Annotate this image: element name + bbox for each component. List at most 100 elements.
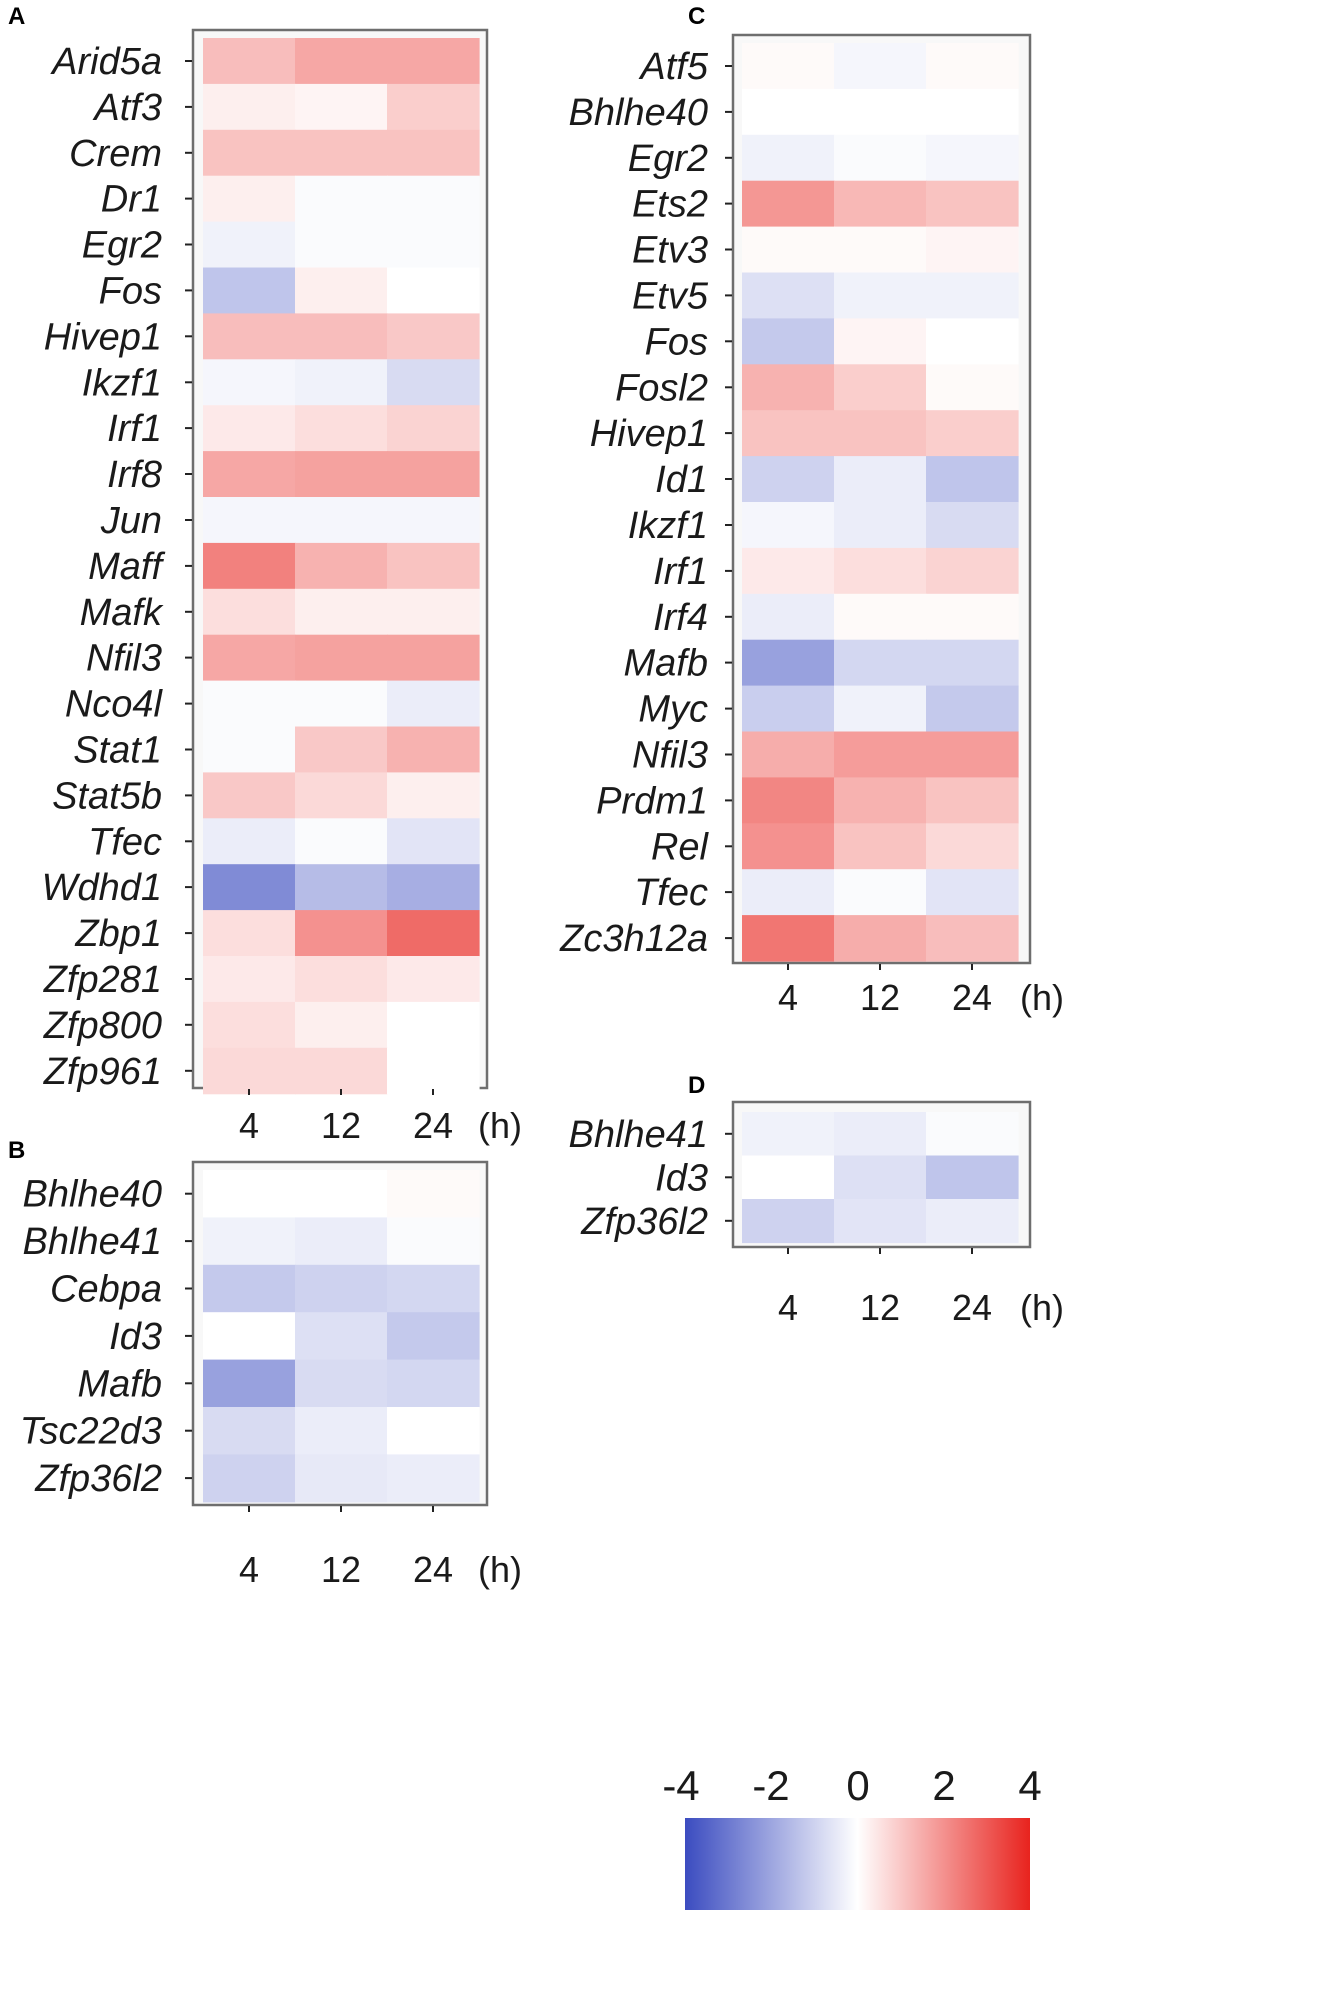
heatmap-cell xyxy=(295,83,388,131)
heatmap-cell xyxy=(742,410,835,457)
heatmap-cell xyxy=(742,823,835,870)
heatmap-cell xyxy=(203,313,296,360)
gene-label: Irf8 xyxy=(107,454,162,496)
heatmap-cell xyxy=(203,267,296,314)
colorbar-tick-label: 0 xyxy=(846,1762,869,1809)
panel-letter: C xyxy=(688,3,705,30)
heatmap-cell xyxy=(387,313,480,360)
heatmap-cell xyxy=(387,956,480,1003)
gene-label: Zfp281 xyxy=(43,959,162,1001)
heatmap-cell xyxy=(834,777,927,824)
heatmap-cell xyxy=(742,43,835,90)
heatmap-cell xyxy=(834,685,927,733)
gene-label: Rel xyxy=(651,826,710,868)
heatmap-cell xyxy=(295,1047,388,1095)
heatmap-cell xyxy=(203,1454,296,1503)
heatmap-panel-C: C Atf5Bhlhe40Egr2Ets2Etv3Etv5FosFosl2Hive… xyxy=(559,3,1064,1018)
gene-label: Atf5 xyxy=(638,46,708,88)
heatmap-cell xyxy=(295,1359,388,1408)
heatmap-cell xyxy=(926,456,1019,503)
heatmap-cell xyxy=(926,1112,1019,1157)
gene-label: Bhlhe40 xyxy=(23,1174,162,1216)
heatmap-cell xyxy=(295,1217,388,1266)
gene-label: Stat5b xyxy=(52,775,162,817)
heatmap-cell xyxy=(295,634,388,682)
heatmap-cell xyxy=(387,267,480,314)
x-tick-label: 24 xyxy=(952,977,992,1018)
heatmap-cell xyxy=(387,864,480,911)
heatmap-cell xyxy=(742,639,835,687)
heatmap-cell xyxy=(203,634,296,682)
x-tick-label: 4 xyxy=(778,1287,798,1328)
x-tick-label: 4 xyxy=(239,1105,259,1146)
heatmap-cell xyxy=(834,823,927,870)
heatmap-cell xyxy=(203,1047,296,1095)
gene-label: Zfp800 xyxy=(43,1005,162,1047)
heatmap-cell xyxy=(203,1170,296,1218)
heatmap-cell xyxy=(203,864,296,911)
heatmap-cell xyxy=(742,456,835,503)
heatmap-cell xyxy=(295,175,388,223)
heatmap-cell xyxy=(203,910,296,957)
heatmap-cell xyxy=(742,364,835,411)
heatmap-cell xyxy=(834,731,927,778)
heatmap-cell xyxy=(926,410,1019,457)
heatmap-cell xyxy=(926,915,1019,962)
heatmap-cell xyxy=(926,731,1019,778)
gene-label: Hivep1 xyxy=(590,413,708,455)
gene-label: Nfil3 xyxy=(632,735,708,777)
heatmap-cell xyxy=(387,726,480,773)
panel-letter: B xyxy=(8,1137,25,1164)
heatmap-cell xyxy=(926,777,1019,824)
heatmap-cell xyxy=(742,777,835,824)
gene-label: Maff xyxy=(88,546,165,588)
heatmap-cell xyxy=(203,726,296,773)
gene-label: Ikzf1 xyxy=(82,362,162,404)
colorbar-tick-label: -2 xyxy=(752,1762,789,1809)
gene-label: Zfp36l2 xyxy=(580,1201,708,1243)
heatmap-cell xyxy=(742,1155,835,1200)
heatmap-cell xyxy=(834,410,927,457)
heatmap-cell xyxy=(295,1454,388,1503)
heatmap-cell xyxy=(834,593,927,641)
heatmap-cell xyxy=(295,956,388,1003)
gene-label: Fos xyxy=(99,270,162,312)
panel-letter: A xyxy=(8,3,25,30)
heatmap-cell xyxy=(203,359,296,406)
heatmap-cell xyxy=(742,731,835,778)
heatmap-cell xyxy=(834,180,927,228)
heatmap-cell xyxy=(295,588,388,636)
heatmap-cell xyxy=(295,1170,388,1218)
x-unit-label: (h) xyxy=(478,1105,522,1146)
heatmap-cell xyxy=(742,180,835,228)
gene-label: Prdm1 xyxy=(596,780,708,822)
x-tick-label: 4 xyxy=(239,1549,259,1590)
x-tick-label: 4 xyxy=(778,977,798,1018)
gene-label: Bhlhe41 xyxy=(569,1114,708,1156)
heatmap-cell xyxy=(834,456,927,503)
heatmap-cell xyxy=(926,869,1019,916)
heatmap-cell xyxy=(295,1001,388,1049)
heatmap-panel-B: B Bhlhe40 Bhlhe41 Cebpa Id3 Mafb Tsc22d3 Zfp36l… xyxy=(8,1137,522,1590)
heatmap-cell xyxy=(295,129,388,177)
x-tick-label: 24 xyxy=(413,1105,453,1146)
gene-label: Nco4l xyxy=(65,684,164,726)
heatmap-cell xyxy=(387,451,480,498)
heatmap-cell xyxy=(387,129,480,177)
colorbar-tick-label: 2 xyxy=(932,1762,955,1809)
x-tick-label: 24 xyxy=(413,1549,453,1590)
heatmap-cell xyxy=(203,175,296,223)
gene-label: Mafk xyxy=(80,592,164,634)
colorbar-tick-label: -4 xyxy=(662,1762,699,1809)
heatmap-cell xyxy=(295,772,388,819)
heatmap-cell xyxy=(742,915,835,962)
heatmap-cell xyxy=(926,88,1019,136)
heatmap-cell xyxy=(926,502,1019,549)
heatmap-cell xyxy=(387,359,480,406)
heatmap-cell xyxy=(387,221,480,269)
heatmap-cell xyxy=(834,272,927,319)
heatmap-cell xyxy=(834,915,927,962)
heatmap-cell xyxy=(203,956,296,1003)
heatmap-cell xyxy=(926,318,1019,365)
